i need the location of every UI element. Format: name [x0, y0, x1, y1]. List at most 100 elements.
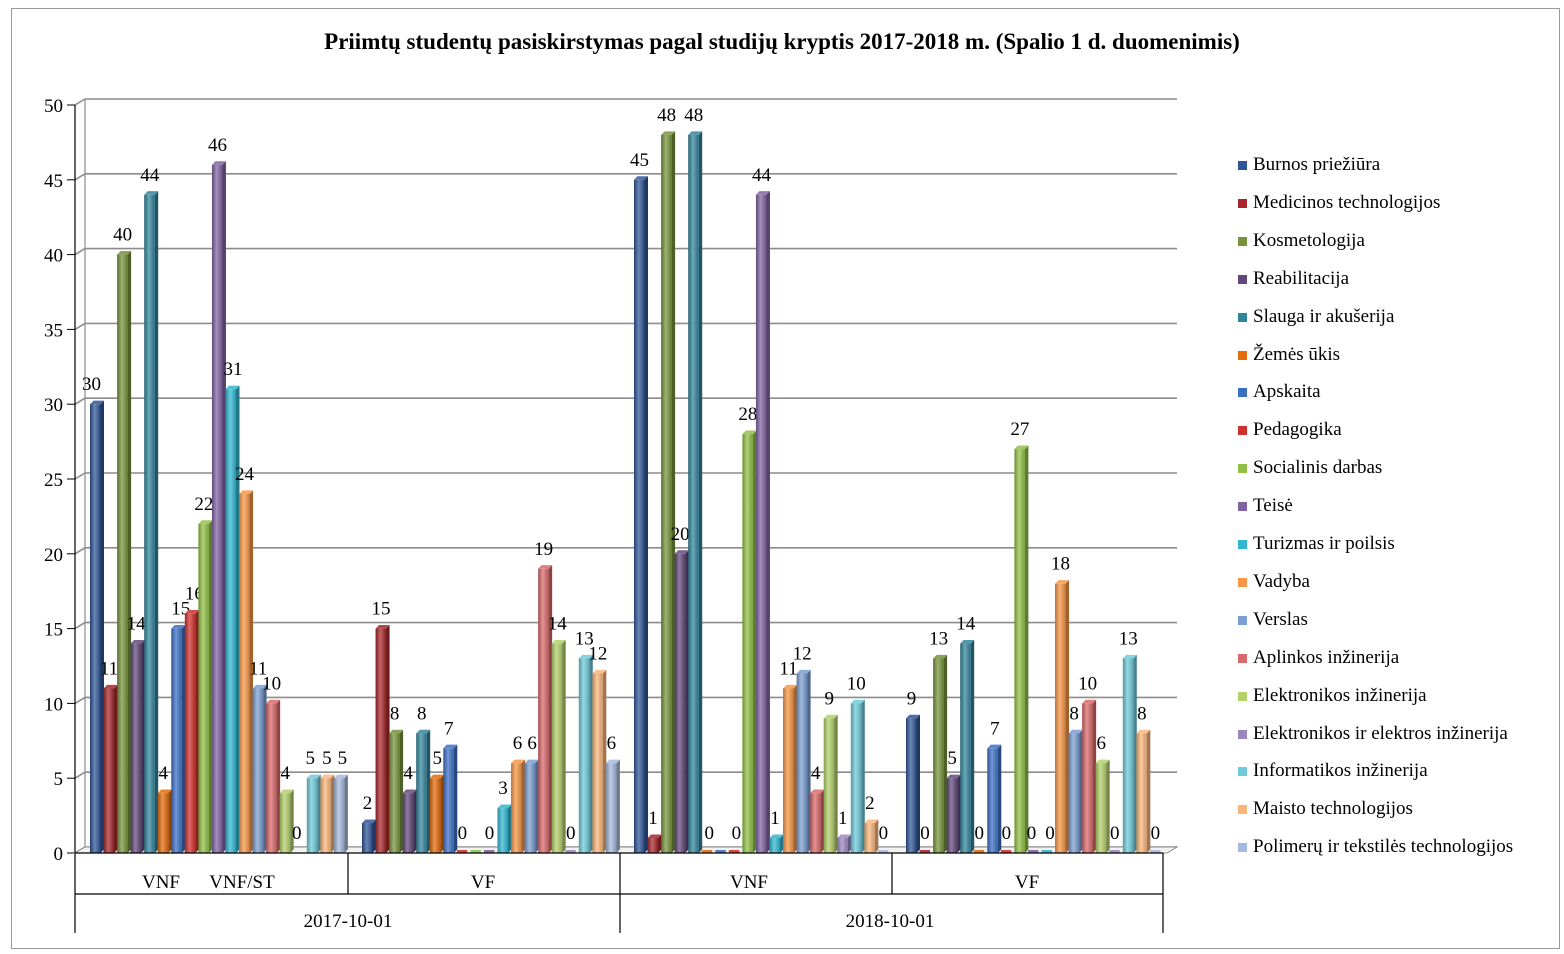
legend-swatch	[1238, 350, 1247, 360]
bar-top	[1068, 729, 1083, 734]
bar	[511, 763, 522, 853]
bar	[130, 643, 142, 853]
y-tick-label: 10	[44, 694, 63, 715]
bar-side	[658, 834, 662, 853]
data-label: 3	[498, 778, 508, 799]
legend-label: Apskaita	[1253, 381, 1321, 402]
data-label: 0	[1027, 823, 1037, 844]
bar	[837, 838, 848, 853]
y-tick-label: 30	[44, 395, 63, 416]
legend-swatch	[1238, 198, 1247, 208]
legend-item: Burnos priežiūra	[1238, 155, 1380, 175]
bar	[239, 493, 250, 853]
x-group-label: VNF	[142, 872, 180, 893]
bar-top	[742, 430, 757, 435]
bar	[362, 823, 373, 853]
data-label: 0	[705, 823, 715, 844]
data-label: 0	[292, 823, 302, 844]
data-label: 4	[280, 763, 290, 784]
bar-top	[524, 759, 539, 764]
bar-top	[144, 191, 159, 195]
bar-zero	[1000, 850, 1012, 853]
data-label: 2	[865, 793, 875, 814]
legend-label: Polimerų ir tekstilės technologijos	[1253, 836, 1514, 857]
bar	[211, 164, 223, 854]
legend-item: Polimerų ir tekstilės technologijos	[1238, 837, 1513, 857]
bar-side	[766, 191, 770, 853]
x-group-label: VNF	[730, 872, 768, 893]
gridline-side	[74, 98, 86, 106]
bar-side	[372, 819, 376, 853]
bar-top	[497, 804, 512, 809]
bar-top	[211, 161, 226, 165]
bar	[320, 778, 331, 853]
data-label: 12	[793, 643, 812, 664]
bar-top	[592, 669, 607, 674]
data-label: 31	[224, 359, 243, 380]
bar	[906, 718, 917, 853]
legend-item: Maisto technologijos	[1238, 799, 1413, 819]
bar-top	[117, 251, 132, 255]
bar-side	[508, 804, 512, 853]
data-label: 14	[956, 614, 976, 635]
bar	[551, 643, 563, 853]
data-label: 44	[752, 165, 772, 186]
data-label: 0	[1002, 823, 1012, 844]
legend-item: Kosmetologija	[1238, 231, 1365, 251]
gridline-side	[74, 696, 86, 705]
bar-top	[171, 625, 186, 629]
data-label: 5	[947, 748, 957, 769]
data-label: 6	[527, 733, 537, 754]
bar	[157, 793, 169, 853]
legend-swatch	[1238, 387, 1247, 397]
bar-side	[1024, 445, 1029, 853]
bar-side	[780, 834, 784, 853]
bar-side	[141, 639, 145, 853]
legend-label: Aplinkos inžinerija	[1253, 647, 1400, 668]
legend-label: Socialinis darbas	[1253, 457, 1383, 478]
y-tick-label: 45	[44, 171, 63, 192]
data-label: 19	[534, 539, 553, 560]
bar-side	[344, 774, 348, 853]
data-label: 8	[1137, 703, 1147, 724]
legend-swatch	[1238, 501, 1247, 511]
data-label: 9	[907, 688, 917, 709]
legend-item: Teisė	[1238, 496, 1293, 516]
bar-top	[538, 565, 553, 569]
bar-top	[252, 684, 267, 689]
bar-zero	[877, 850, 889, 853]
data-label: 13	[929, 629, 948, 650]
legend-label: Burnos priežiūra	[1253, 154, 1381, 175]
bar-side	[440, 774, 444, 853]
gridline-side	[74, 771, 86, 779]
bar-top	[551, 639, 566, 644]
bar-zero	[1041, 850, 1052, 853]
bar-top	[796, 669, 811, 674]
bar	[1095, 763, 1107, 853]
bar-zero	[565, 850, 576, 853]
legend-item: Elektronikos ir elektros inžinerija	[1238, 724, 1508, 744]
data-label: 12	[588, 643, 607, 664]
x-group-label: VNF/ST	[209, 872, 275, 893]
bar	[864, 823, 875, 853]
bar-side	[970, 639, 975, 853]
bar	[674, 553, 686, 853]
data-label: 0	[458, 823, 468, 844]
bar-side	[698, 131, 703, 853]
data-label: 0	[732, 823, 742, 844]
bar	[184, 613, 196, 853]
bar-top	[333, 774, 348, 779]
bar-top	[416, 729, 431, 734]
data-label: 5	[338, 748, 348, 769]
legend-label: Elektronikos ir elektros inžinerija	[1253, 723, 1508, 744]
bar-top	[769, 834, 784, 839]
bar-side	[562, 639, 566, 853]
legend-swatch	[1238, 577, 1247, 587]
gridline-side	[74, 621, 86, 630]
legend-swatch	[1238, 691, 1247, 701]
legend-item: Socialinis darbas	[1238, 458, 1382, 478]
legend-swatch	[1238, 274, 1247, 284]
bar-side	[249, 490, 254, 853]
data-label: 13	[1119, 629, 1138, 650]
bar-side	[114, 684, 118, 853]
